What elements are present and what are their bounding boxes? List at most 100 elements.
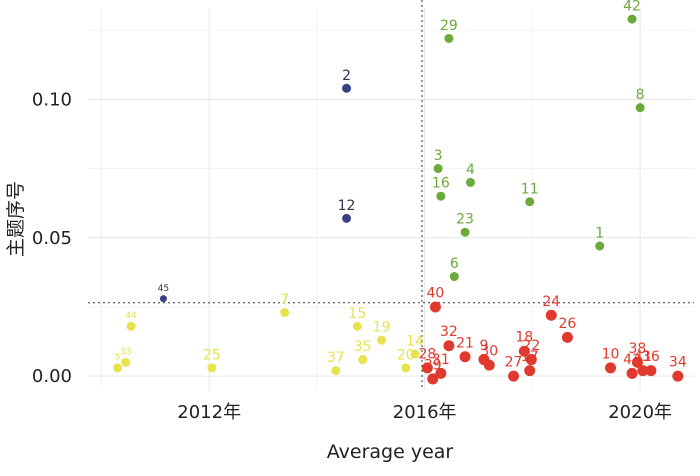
- point-33: [121, 357, 131, 367]
- y-tick-label: 0.05: [32, 228, 72, 249]
- point-5: [113, 363, 123, 373]
- point-label-19: 19: [373, 320, 391, 336]
- point-label-10: 10: [602, 346, 620, 362]
- point-29: [444, 33, 454, 43]
- point-43: [626, 367, 638, 379]
- x-tick-label: 2016年: [393, 402, 457, 423]
- point-21: [459, 351, 471, 363]
- point-label-17: 17: [521, 349, 539, 365]
- point-label-15: 15: [348, 306, 366, 322]
- point-label-5: 5: [115, 352, 121, 362]
- x-axis-ticks: 2012年 2016年 2020年: [177, 402, 672, 423]
- reference-lines: [88, 0, 694, 390]
- point-label-32: 32: [440, 324, 458, 340]
- point-39: [427, 373, 439, 385]
- x-tick-label: 2012年: [177, 402, 241, 423]
- point-27: [508, 370, 520, 382]
- point-8: [635, 103, 645, 113]
- point-label-24: 24: [542, 294, 560, 310]
- point-label-34: 34: [669, 355, 687, 371]
- point-label-11: 11: [521, 181, 539, 197]
- point-28: [421, 362, 433, 374]
- point-12: [342, 213, 352, 223]
- point-label-18: 18: [515, 330, 533, 346]
- point-label-14: 14: [406, 334, 424, 350]
- point-2: [342, 83, 352, 93]
- point-label-12: 12: [338, 198, 356, 214]
- point-label-41: 41: [634, 349, 652, 365]
- point-7: [280, 307, 290, 317]
- point-16: [436, 191, 446, 201]
- point-41: [637, 365, 649, 377]
- point-25: [207, 363, 217, 373]
- point-34: [672, 370, 684, 382]
- point-label-3: 3: [434, 148, 443, 164]
- point-label-35: 35: [354, 339, 372, 355]
- point-label-4: 4: [466, 162, 475, 178]
- point-15: [352, 321, 362, 331]
- point-14: [410, 349, 420, 359]
- point-30: [483, 359, 495, 371]
- y-tick-label: 0.10: [32, 89, 72, 110]
- point-40: [429, 301, 441, 313]
- point-38: [631, 356, 643, 368]
- point-label-43: 43: [623, 352, 641, 368]
- point-32: [443, 340, 455, 352]
- data-points: [113, 14, 684, 385]
- point-label-30: 30: [480, 344, 498, 360]
- point-label-1: 1: [595, 226, 604, 242]
- point-20: [401, 363, 411, 373]
- point-23: [460, 227, 470, 237]
- point-18: [518, 345, 530, 357]
- point-label-8: 8: [636, 87, 645, 103]
- point-label-29: 29: [440, 18, 458, 34]
- point-19: [377, 335, 387, 345]
- x-axis-title: Average year: [327, 441, 454, 463]
- point-label-39: 39: [424, 357, 442, 373]
- point-26: [561, 331, 573, 343]
- point-36: [645, 365, 657, 377]
- point-label-31: 31: [432, 352, 450, 368]
- y-tick-label: 0.00: [32, 366, 72, 387]
- point-label-36: 36: [642, 349, 660, 365]
- point-42: [627, 14, 637, 24]
- x-tick-label: 2020年: [608, 402, 672, 423]
- point-10: [605, 362, 617, 374]
- point-37: [331, 366, 341, 376]
- point-1: [595, 241, 605, 251]
- point-label-44: 44: [125, 311, 137, 321]
- plot-panel: [88, 8, 694, 390]
- point-label-2: 2: [342, 68, 351, 84]
- point-label-25: 25: [203, 347, 221, 363]
- point-label-27: 27: [505, 355, 523, 371]
- point-label-33: 33: [120, 347, 131, 357]
- point-label-16: 16: [432, 176, 450, 192]
- point-11: [525, 197, 535, 207]
- point-6: [449, 272, 459, 282]
- point-label-21: 21: [456, 335, 474, 351]
- point-label-20: 20: [397, 347, 415, 363]
- point-35: [358, 355, 368, 365]
- point-44: [126, 321, 136, 331]
- point-4: [465, 177, 475, 187]
- point-label-37: 37: [327, 350, 345, 366]
- y-axis-title: 主题序号: [5, 181, 27, 257]
- point-label-42: 42: [623, 0, 641, 15]
- point-31: [435, 367, 447, 379]
- point-label-28: 28: [418, 346, 436, 362]
- point-label-40: 40: [427, 285, 445, 301]
- point-label-22: 22: [522, 338, 540, 354]
- point-22: [525, 354, 537, 366]
- point-45: [159, 295, 167, 303]
- point-label-9: 9: [479, 338, 488, 354]
- point-label-7: 7: [280, 292, 289, 308]
- point-24: [545, 309, 557, 321]
- point-label-38: 38: [629, 341, 647, 357]
- point-label-45: 45: [158, 284, 169, 294]
- point-label-23: 23: [456, 212, 474, 228]
- point-3: [433, 164, 443, 174]
- point-label-26: 26: [558, 316, 576, 332]
- point-label-6: 6: [450, 256, 459, 272]
